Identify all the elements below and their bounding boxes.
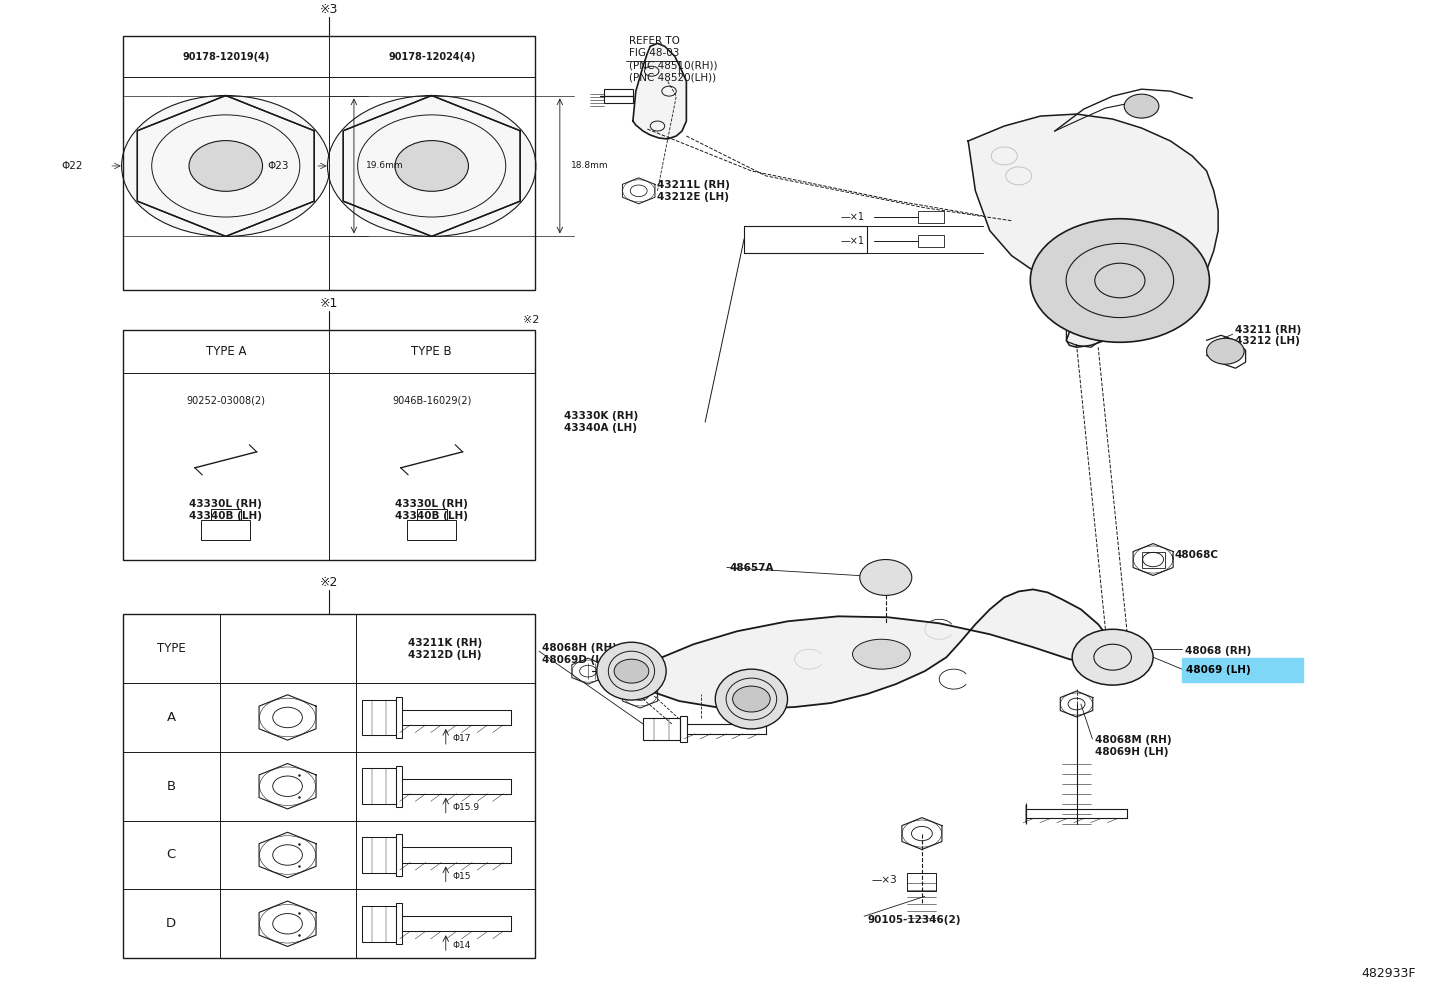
Text: A: A [166, 711, 176, 724]
Text: 48068M (RH)
48069H (LH): 48068M (RH) 48069H (LH) [1095, 736, 1172, 756]
Text: 43211L (RH)
43212E (LH): 43211L (RH) 43212E (LH) [657, 180, 730, 202]
Text: B: B [166, 779, 176, 792]
Text: 43330L (RH)
43340B (LH): 43330L (RH) 43340B (LH) [189, 499, 263, 521]
Text: ※1: ※1 [319, 297, 338, 310]
Bar [201, 520, 250, 540]
Text: Φ23: Φ23 [267, 161, 289, 171]
Bar [396, 697, 402, 739]
Bar [396, 765, 402, 806]
Ellipse shape [189, 141, 263, 192]
Ellipse shape [328, 96, 536, 237]
Text: D: D [166, 917, 176, 930]
Text: 90178-12024(4): 90178-12024(4) [389, 52, 475, 62]
Bar [918, 211, 944, 223]
Text: —×3: —×3 [871, 875, 897, 885]
Text: REFER TO: REFER TO [629, 36, 679, 46]
Text: 9046B-16029(2): 9046B-16029(2) [392, 395, 471, 405]
Circle shape [1207, 338, 1244, 364]
Text: FIG 48-03: FIG 48-03 [629, 48, 679, 58]
Text: 48068 (RH): 48068 (RH) [1185, 647, 1251, 657]
Text: 18.8mm: 18.8mm [571, 162, 608, 171]
Text: Φ17: Φ17 [452, 735, 471, 744]
Bar [918, 235, 944, 247]
Text: Φ15: Φ15 [452, 872, 471, 881]
Bar [407, 520, 457, 540]
Text: Φ15.9: Φ15.9 [452, 803, 480, 812]
Ellipse shape [715, 669, 788, 729]
Bar [123, 615, 535, 958]
Text: —×1: —×1 [840, 212, 864, 222]
Circle shape [1072, 630, 1153, 685]
Circle shape [733, 686, 770, 712]
Text: 482933F: 482933F [1361, 967, 1416, 980]
Text: 43211 (RH)
43212 (LH): 43211 (RH) 43212 (LH) [1235, 324, 1302, 346]
Polygon shape [629, 590, 1116, 709]
Bar [123, 330, 535, 560]
Text: 90105-12346(2): 90105-12346(2) [867, 915, 961, 925]
Text: 43330L (RH)
43340B (LH): 43330L (RH) 43340B (LH) [394, 499, 468, 521]
Bar [361, 837, 396, 873]
Text: 43330K (RH)
43340A (LH): 43330K (RH) 43340A (LH) [564, 411, 637, 433]
Text: (PNC 48520(LH)): (PNC 48520(LH)) [629, 72, 715, 82]
Text: Φ22: Φ22 [62, 161, 84, 171]
Bar [361, 768, 396, 804]
Bar [907, 873, 936, 891]
Circle shape [1030, 219, 1209, 342]
Text: Φ14: Φ14 [452, 941, 471, 950]
Text: TYPE B: TYPE B [412, 345, 452, 358]
Text: 19.6mm: 19.6mm [366, 162, 403, 171]
Text: 90252-03008(2): 90252-03008(2) [186, 395, 266, 405]
Bar [123, 36, 535, 290]
Text: C: C [166, 848, 176, 861]
FancyBboxPatch shape [1182, 659, 1303, 682]
Bar [416, 509, 447, 520]
Bar [361, 906, 396, 942]
Text: —×1: —×1 [840, 236, 864, 246]
Circle shape [614, 660, 649, 683]
Text: 43211K (RH)
43212D (LH): 43211K (RH) 43212D (LH) [407, 638, 483, 660]
Bar [681, 717, 686, 742]
Ellipse shape [597, 643, 666, 700]
Bar [1142, 552, 1165, 568]
Text: 48069 (LH): 48069 (LH) [1186, 665, 1251, 675]
Circle shape [860, 560, 912, 596]
Bar [211, 509, 241, 520]
Text: (PNC 48510(RH)): (PNC 48510(RH)) [629, 60, 717, 70]
Bar [396, 834, 402, 875]
Text: ※2: ※2 [319, 577, 338, 590]
Polygon shape [633, 43, 686, 139]
Polygon shape [968, 114, 1218, 347]
Circle shape [1124, 94, 1159, 118]
Text: 48068H (RH)
48069D (LH): 48068H (RH) 48069D (LH) [542, 644, 617, 665]
Text: ※2: ※2 [523, 315, 539, 325]
Bar [361, 700, 396, 736]
Text: 90178-12019(4): 90178-12019(4) [182, 52, 269, 62]
Text: 48068C: 48068C [1175, 550, 1218, 560]
Ellipse shape [121, 96, 329, 237]
Text: ※3: ※3 [319, 3, 338, 16]
Ellipse shape [853, 640, 910, 669]
Text: 48657A: 48657A [730, 563, 775, 573]
Bar [396, 903, 402, 944]
Bar [604, 89, 633, 103]
Bar [643, 718, 681, 740]
Text: TYPE A: TYPE A [205, 345, 246, 358]
Ellipse shape [394, 141, 468, 192]
Text: TYPE: TYPE [158, 643, 185, 656]
